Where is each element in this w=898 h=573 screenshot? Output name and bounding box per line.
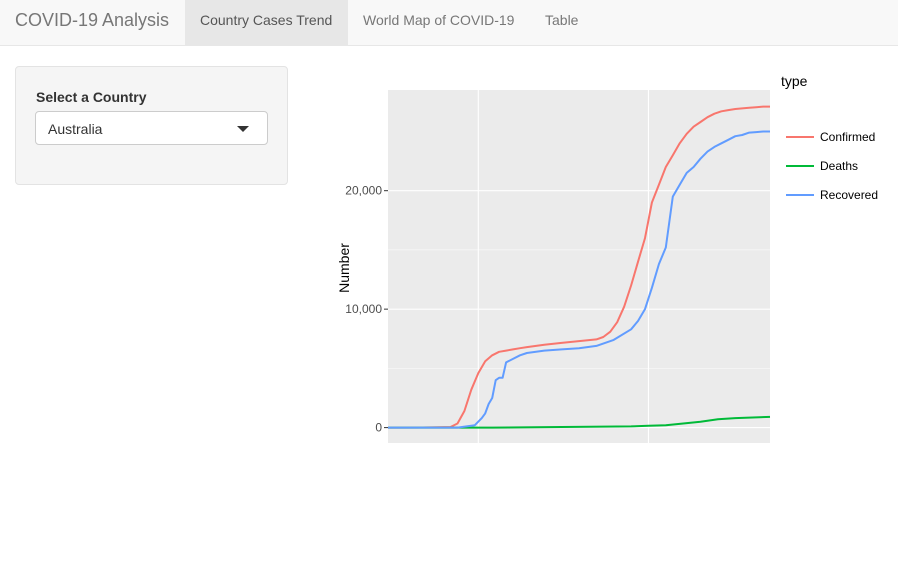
series-line-deaths bbox=[388, 415, 771, 429]
country-select[interactable]: Australia bbox=[35, 111, 268, 145]
tab-country-cases-trend[interactable]: Country Cases Trend bbox=[185, 0, 348, 45]
cases-trend-chart: 0 10,000 20,000 Number type Confirmed Death… bbox=[336, 73, 878, 443]
tab-table[interactable]: Table bbox=[545, 12, 579, 28]
series-line-confirmed bbox=[387, 105, 770, 429]
app-title[interactable]: COVID-19 Analysis bbox=[15, 10, 170, 30]
plot-panel bbox=[388, 90, 770, 443]
y-tick-label: 0 bbox=[375, 421, 382, 435]
legend-label-confirmed: Confirmed bbox=[820, 130, 875, 144]
legend-label-recovered: Recovered bbox=[820, 188, 878, 202]
tab-world-map[interactable]: World Map of COVID-19 bbox=[363, 12, 515, 28]
legend-label-deaths: Deaths bbox=[820, 159, 858, 173]
chevron-down-icon bbox=[237, 126, 249, 132]
legend-title: type bbox=[781, 73, 808, 89]
y-tick-label: 20,000 bbox=[345, 184, 382, 198]
country-select-value: Australia bbox=[48, 121, 103, 137]
navbar: COVID-19 Analysis Country Cases Trend Wo… bbox=[0, 0, 898, 46]
country-select-label: Select a Country bbox=[36, 89, 147, 105]
y-tick-label: 10,000 bbox=[345, 302, 382, 316]
sidebar-panel: Select a Country Australia bbox=[15, 66, 288, 185]
series-line-recovered bbox=[388, 130, 770, 429]
y-axis-label: Number bbox=[336, 243, 352, 293]
